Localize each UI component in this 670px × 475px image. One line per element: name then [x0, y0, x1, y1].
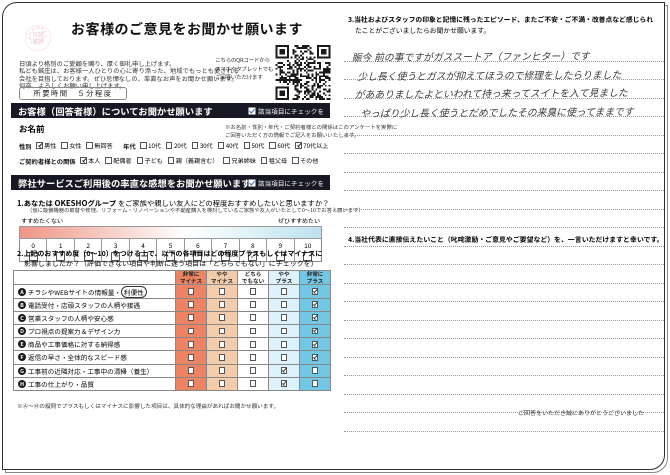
svg-text:佐藤: 佐藤: [33, 30, 44, 38]
